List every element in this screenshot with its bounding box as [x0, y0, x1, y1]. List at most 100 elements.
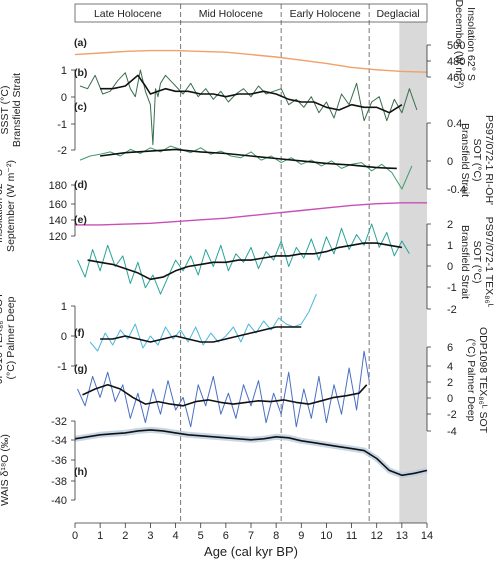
y-tick-label: 480 [447, 56, 465, 68]
y-tick-label: 1 [447, 240, 453, 252]
y-axis-title: PS97/072-1 TEX₈₆ᴸSOT (°C)Bransfield Stra… [459, 217, 495, 308]
y-axis-title-line: SSST (°C) [0, 86, 11, 135]
y-tick-label: 1 [61, 301, 67, 313]
y-tick-label: -40 [51, 495, 67, 507]
period-label: Mid Holocene [199, 8, 263, 20]
series-line [82, 384, 368, 407]
y-axis-title-line: WAIS δ¹⁸O (‰) [0, 434, 11, 506]
y-axis-title: PS97/072-1 IKMSSST (°C)Bransfield Strait [0, 71, 23, 148]
y-axis-title-line: December (W m⁻²) [453, 0, 465, 88]
y-tick-label: 0 [447, 261, 453, 273]
y-tick-label: -2 [57, 145, 67, 157]
y-tick-label: 120 [49, 231, 67, 243]
x-tick-label: 3 [147, 530, 153, 542]
y-axis-title: Insolation 62° SDecember (W m⁻²) [453, 0, 477, 88]
y-tick-label: -1 [57, 361, 67, 373]
panel-label: (d) [74, 179, 87, 191]
y-axis-title-line: Bransfield Strait [459, 123, 471, 197]
y-axis-title-line: Insolation 62° S [0, 169, 5, 243]
panel-label: (a) [74, 37, 87, 49]
panel-h: -32 -34 -36 -38 -40 (h) WAIS δ¹⁸O (‰) [0, 416, 428, 507]
y-tick-label: 4 [447, 361, 453, 373]
x-tick-label: 5 [198, 530, 204, 542]
y-axis-title-line: (°C) Palmer Deep [465, 339, 477, 422]
series-line [75, 202, 427, 226]
y-axis-title: PS97/072-1 RI-OH'SOT (°C)Bransfield Stra… [459, 115, 495, 205]
series-line [100, 74, 403, 114]
period-label: Late Holocene [94, 8, 162, 20]
panel-e: 2 1 0 -1 -2 (e) PS97/072-1 TEX₈₆ᴸSOT (°C)Brans… [74, 214, 495, 316]
y-tick-label: 0 [447, 156, 453, 168]
x-tick-label: 10 [320, 530, 332, 542]
panel-label: (f) [74, 327, 85, 339]
y-axis-title-line: JPC10 TEX₈₆ᴸ SOT [0, 292, 5, 384]
panel-label: (c) [74, 101, 87, 113]
y-axis-title: Insolation 62° SSeptember (W m⁻²) [0, 160, 17, 252]
x-tick-label: 11 [346, 530, 357, 542]
series-line [87, 242, 403, 281]
y-axis-title-line: Bransfield Strait [11, 73, 23, 147]
x-tick-label: 1 [97, 530, 103, 542]
series-line [77, 223, 410, 295]
x-tick-label: 0 [72, 530, 78, 542]
panel-d: 180 160 140 120 (d) Insolation 62° SSeptember… [0, 160, 427, 252]
x-axis-title: Age (cal kyr BP) [204, 544, 298, 559]
panel-label: (b) [74, 67, 87, 79]
y-tick-label: 460 [447, 72, 465, 84]
panel-a: 500 480 460 (a) Insolation 62° SDecember (W … [74, 0, 477, 88]
y-axis-title: WAIS δ¹⁸O (‰) [0, 434, 11, 506]
series-line [79, 69, 418, 146]
x-tick-label: 13 [396, 530, 408, 542]
y-axis-title-line: PS97/072-1 RI-OH' [483, 115, 495, 205]
y-tick-label: 0.4 [447, 118, 462, 130]
x-tick-label: 9 [298, 530, 304, 542]
panel-c: 0.4 0 -0.4 (c) PS97/072-1 RI-OH'SOT (°C)Bran… [74, 101, 495, 205]
y-tick-label: 0 [61, 92, 67, 104]
series-line [99, 148, 397, 170]
y-tick-label: -2 [447, 409, 457, 421]
series-line [74, 49, 428, 73]
y-axis-title: JPC10 TEX₈₆ᴸ SOT(°C) Palmer Deep [0, 292, 17, 384]
y-tick-label: 0 [447, 393, 453, 405]
y-tick-label: -32 [51, 416, 67, 428]
panel-label: (g) [74, 363, 87, 375]
x-tick-label: 7 [248, 530, 254, 542]
y-tick-label: -1 [447, 282, 457, 294]
y-tick-label: 180 [49, 180, 67, 192]
panel-b: 1 0 -1 -2 (b) PS97/072-1 IKMSSST (°C)Bransfie… [0, 65, 418, 157]
y-tick-label: 500 [447, 40, 465, 52]
x-tick-label: 14 [421, 530, 433, 542]
y-tick-label: 2 [447, 219, 453, 231]
y-axis-title-line: Bransfield Strait [459, 225, 471, 299]
x-tick-label: 12 [371, 530, 383, 542]
period-bar: Late Holocene Mid Holocene Early Holocene D… [74, 3, 428, 23]
panel-label: (e) [74, 214, 87, 226]
y-axis-title-line: SOT (°C) [471, 138, 483, 181]
y-tick-label: 6 [447, 342, 453, 354]
series-line [74, 426, 428, 479]
series-line [74, 429, 428, 477]
x-tick-label: 2 [122, 530, 128, 542]
deglacial-shading [399, 22, 427, 523]
series-line [100, 326, 302, 343]
y-tick-label: -34 [51, 435, 67, 447]
period-label: Deglacial [376, 8, 419, 20]
y-axis-title-line: Insolation 62° S [465, 7, 477, 81]
background-layer [180, 4, 427, 523]
y-tick-label: -4 [447, 426, 457, 438]
y-axis-title-line: PS97/072-1 TEX₈₆ᴸ [483, 217, 495, 308]
panel-label: (h) [74, 466, 87, 478]
x-tick-label: 6 [223, 530, 229, 542]
x-tick-label: 4 [173, 530, 179, 542]
y-tick-label: 2 [447, 377, 453, 389]
y-axis-title-line: September (W m⁻²) [5, 160, 17, 252]
y-tick-label: -0.4 [447, 184, 466, 196]
y-tick-label: 140 [49, 215, 67, 227]
y-tick-label: -38 [51, 476, 67, 488]
y-tick-label: -1 [57, 119, 67, 131]
y-axis-title-line: (°C) Palmer Deep [5, 296, 17, 379]
x-tick-label: 8 [273, 530, 279, 542]
